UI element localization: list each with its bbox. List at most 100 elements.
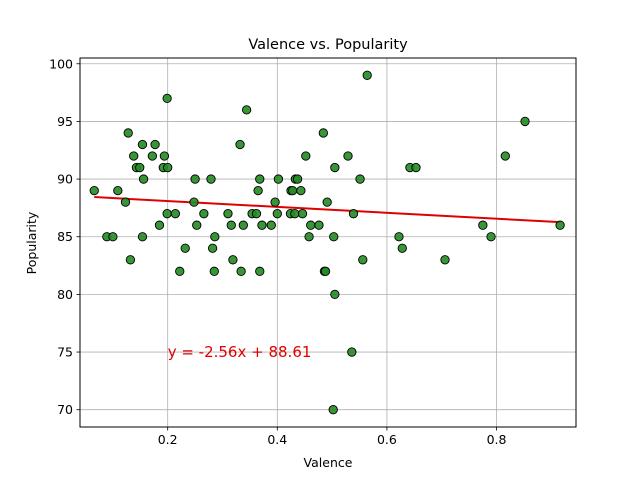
data-point <box>207 243 218 253</box>
data-point <box>555 220 565 230</box>
data-point <box>500 151 510 161</box>
data-point <box>394 232 404 242</box>
data-point <box>162 209 172 219</box>
x-tick-label: 0.4 <box>267 432 287 447</box>
data-point <box>251 209 262 219</box>
data-point <box>154 220 165 230</box>
data-point <box>272 209 282 219</box>
grid-lines <box>80 58 576 427</box>
data-point <box>362 70 372 80</box>
data-point <box>348 209 359 219</box>
y-tick-label: 100 <box>49 56 73 71</box>
data-point <box>486 232 496 242</box>
data-point <box>228 255 238 265</box>
data-point <box>355 174 365 184</box>
trendline-equation: y = -2.56x + 88.61 <box>168 343 312 361</box>
data-point <box>330 162 340 173</box>
data-point <box>89 185 99 196</box>
data-point <box>150 139 160 150</box>
data-point <box>223 209 233 219</box>
x-tick-label: 0.8 <box>487 432 507 447</box>
plot-frame <box>79 57 577 428</box>
data-point <box>135 162 145 173</box>
data-point <box>137 232 148 242</box>
trendline <box>94 196 561 224</box>
data-point <box>329 232 339 242</box>
data-point <box>440 255 450 265</box>
data-point <box>297 209 308 219</box>
trendline-group <box>94 196 561 224</box>
data-point <box>159 151 170 161</box>
data-point <box>301 151 311 161</box>
y-tick-label: 90 <box>57 172 73 187</box>
data-points <box>89 70 565 415</box>
data-point <box>206 174 216 184</box>
y-tick-label: 95 <box>57 114 73 129</box>
data-point <box>147 151 157 161</box>
data-point <box>189 197 199 207</box>
data-point <box>210 232 220 242</box>
data-point <box>287 185 298 196</box>
data-point <box>123 128 133 138</box>
data-point <box>192 220 202 230</box>
data-point <box>190 174 200 184</box>
x-tick-label: 0.6 <box>377 432 397 447</box>
data-point <box>163 162 173 173</box>
data-point <box>304 232 314 242</box>
x-axis-ticks: 0.2 0.4 0.6 0.8 <box>158 427 507 447</box>
data-point <box>113 185 123 196</box>
data-point <box>175 266 185 276</box>
data-point <box>137 139 148 150</box>
y-axis-ticks: 70 75 80 85 90 95 100 <box>49 56 80 417</box>
data-point <box>180 243 190 253</box>
data-point <box>290 209 300 219</box>
y-tick-label: 80 <box>57 287 73 302</box>
data-point <box>226 220 236 230</box>
data-point <box>520 116 530 127</box>
data-point <box>170 209 181 219</box>
data-point <box>411 162 421 173</box>
data-point <box>235 139 245 150</box>
data-point <box>292 174 303 184</box>
data-point <box>328 405 338 415</box>
data-point <box>209 266 219 276</box>
data-point <box>343 151 353 161</box>
x-axis-label: Valence <box>304 455 353 470</box>
y-tick-label: 85 <box>57 229 73 244</box>
data-point <box>125 255 136 265</box>
x-tick-label: 0.2 <box>158 432 178 447</box>
data-point <box>270 197 280 207</box>
data-point <box>241 105 252 115</box>
data-point <box>397 243 407 253</box>
data-point <box>255 266 265 276</box>
data-point <box>478 220 488 230</box>
y-axis-label: Popularity <box>24 211 39 274</box>
data-point <box>322 197 332 207</box>
data-point <box>318 128 328 138</box>
data-point <box>236 266 246 276</box>
data-point <box>138 174 149 184</box>
chart-title: Valence vs. Popularity <box>248 37 408 53</box>
data-point <box>162 93 172 104</box>
y-tick-label: 75 <box>57 345 73 360</box>
data-point <box>314 220 324 230</box>
y-tick-label: 70 <box>57 402 73 417</box>
data-point <box>253 185 263 196</box>
data-point <box>347 347 357 357</box>
data-point <box>108 232 118 242</box>
data-point <box>129 151 139 161</box>
data-point <box>330 289 340 300</box>
data-point <box>199 209 209 219</box>
data-point <box>120 197 131 207</box>
data-point <box>255 174 265 184</box>
data-point <box>320 266 331 276</box>
data-point <box>266 220 276 230</box>
data-point <box>306 220 316 230</box>
data-point <box>358 255 368 265</box>
data-point <box>257 220 267 230</box>
data-point <box>296 185 306 196</box>
data-point <box>273 174 284 184</box>
data-point <box>238 220 248 230</box>
